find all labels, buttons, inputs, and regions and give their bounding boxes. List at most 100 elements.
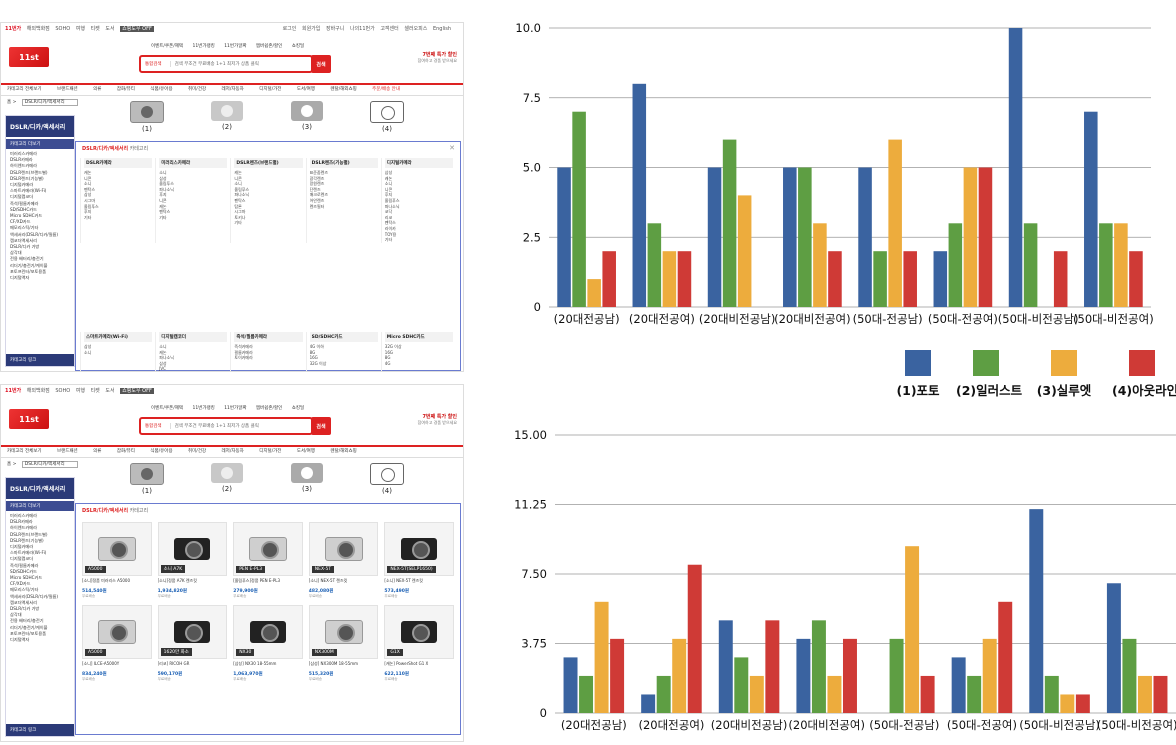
sidebar-item[interactable]: 스마트카메라(Wi-Fi) xyxy=(10,550,47,556)
sidebar-item[interactable]: DSLR렌즈(기능별) xyxy=(10,537,44,543)
sidebar-item[interactable]: CF/XD카드 xyxy=(10,581,31,587)
dropdown-item[interactable]: 니콘 xyxy=(84,175,92,181)
gnb-item[interactable]: 이벤트/쿠폰/혜택 xyxy=(151,406,184,411)
dropdown-item[interactable]: 파나소닉 xyxy=(384,203,400,209)
product-image[interactable]: NEX-5T(SELP1650) xyxy=(384,522,454,576)
dropdown-column-head[interactable]: 미러리스카메라 xyxy=(159,158,228,168)
top-right-link[interactable]: 장바구니 xyxy=(325,26,345,32)
dropdown-item[interactable]: 즉석카메라 xyxy=(234,344,253,349)
site-logo[interactable]: 11st xyxy=(9,47,49,67)
top-right-link[interactable]: 나의11번가 xyxy=(349,26,375,32)
sidebar-item[interactable]: DSLR카메라 xyxy=(10,519,33,525)
product-image[interactable]: NEX-5T xyxy=(308,522,379,576)
dropdown-item[interactable]: 리코 xyxy=(384,214,393,220)
product-name[interactable]: [리코] RICOH GR xyxy=(157,661,190,666)
search-input[interactable]: 통합검색 검색 무조건 무료배송 1+1 최저가 상품 클릭 xyxy=(139,55,313,73)
sidebar-item[interactable]: 미러리스카메라 xyxy=(10,151,37,156)
sidebar-item[interactable]: DSLR카메라 xyxy=(10,157,33,163)
dropdown-item[interactable]: 펜탁스 xyxy=(159,209,171,215)
search-input[interactable]: 통합검색 검색 무조건 무료배송 1+1 최저가 상품 클릭 xyxy=(139,417,313,435)
dropdown-item[interactable]: 니콘 xyxy=(384,186,393,192)
dropdown-item[interactable]: 후지 xyxy=(84,209,92,215)
sidebar-footer[interactable]: 카테고리 링크 xyxy=(6,354,74,366)
dropdown-item[interactable]: 파나소닉 xyxy=(234,192,250,198)
sidebar-item[interactable]: SD/SDHC카드 xyxy=(10,568,37,574)
dropdown-item[interactable]: 기타 xyxy=(84,214,92,220)
category-bar-item[interactable]: 렌탈/해외쇼핑 xyxy=(330,449,357,454)
sidebar-item[interactable]: 포토프린터/포토용품 xyxy=(10,630,47,636)
sidebar-item[interactable]: 디지털카메라 xyxy=(10,544,34,550)
sidebar-item[interactable]: 리더기/충전기/케이블 xyxy=(10,262,48,268)
search-query[interactable]: 검색 무조건 무료배송 1+1 최저가 상품 클릭 xyxy=(174,424,259,429)
product-image[interactable]: A5000 xyxy=(82,522,152,576)
dropdown-item[interactable]: 어안렌즈 xyxy=(309,197,325,203)
product-name[interactable]: [올림푸스]정품 PEN E-PL3 xyxy=(233,578,281,583)
dropdown-item[interactable]: 파나소닉 xyxy=(159,355,174,361)
product-name[interactable]: [소니]정품 A7K 렌즈킷 xyxy=(157,578,197,583)
category-bar-item[interactable]: 식품/유아용 xyxy=(150,449,173,454)
dropdown-column-head[interactable]: DSLR렌즈(브랜드별) xyxy=(234,158,303,168)
dropdown-item[interactable]: 펜탁스 xyxy=(234,197,246,203)
gnb-item[interactable]: 11번가랭킹 xyxy=(192,406,215,411)
category-bar-item[interactable]: 의류 xyxy=(93,87,102,92)
top-link[interactable]: 티켓 xyxy=(90,26,100,32)
dropdown-item[interactable]: 기타 xyxy=(234,220,242,226)
promo-banner[interactable]: 7번째 특가 할인 참여하고 경품 받으세요 xyxy=(418,51,457,64)
dropdown-item[interactable]: 토이카메라 xyxy=(234,355,253,361)
product-card[interactable]: G1X [캐논] PowerShot G1 X 622,110원 무료배송 xyxy=(384,605,454,682)
sidebar-item[interactable]: Micro SDHC카드 xyxy=(10,213,43,219)
product-card[interactable]: NEX-5T [소니] NEX-5T 렌즈킷 482,080원 무료배송 xyxy=(308,522,379,599)
sidebar-item[interactable]: 리더기/충전기/케이블 xyxy=(10,624,48,630)
product-card[interactable]: NX300M [삼성] NX300M 18-55mm 515,320원 무료배송 xyxy=(308,605,379,682)
dropdown-column-head[interactable]: Micro SDHC카드 xyxy=(384,332,453,342)
dropdown-item[interactable]: 16G xyxy=(384,349,393,355)
dropdown-item[interactable]: 삼성 xyxy=(384,170,393,175)
dropdown-item[interactable]: 소니 xyxy=(84,181,92,187)
product-image[interactable]: NX300M xyxy=(308,605,379,659)
product-card[interactable]: NX30 [삼성] NX30 18-55mm 1,063,970원 무료배송 xyxy=(233,605,303,682)
sidebar-item[interactable]: 디지털카메라 xyxy=(10,182,34,188)
top-link[interactable]: 여행 xyxy=(75,26,85,32)
sidebar-item[interactable]: 캠코더액세서리 xyxy=(10,237,37,243)
dropdown-item[interactable]: 32G 이상 xyxy=(309,360,327,366)
category-bar-item[interactable]: 디지털/가전 xyxy=(259,87,282,92)
gnb-item[interactable]: 쇼킹딜 xyxy=(291,44,305,49)
gnb-item[interactable]: 11번가랭킹 xyxy=(192,44,215,49)
product-card[interactable]: A5000 [소니]정품 미러리스 A5000 514,540원 무료배송 xyxy=(82,522,152,599)
top-right-link[interactable]: 고객센터 xyxy=(380,26,399,32)
dropdown-item[interactable]: 기타 xyxy=(159,214,167,220)
dropdown-item[interactable]: 후지 xyxy=(159,192,167,198)
shopping-toggle[interactable]: 쇼핑도우 OFF xyxy=(120,26,154,32)
dropdown-item[interactable]: JVC xyxy=(159,366,166,372)
sidebar-footer[interactable]: 카테고리 링크 xyxy=(6,724,74,736)
gnb-item[interactable]: 쇼킹딜 xyxy=(291,406,305,411)
brand-link[interactable]: 11번가 xyxy=(5,388,22,394)
product-image[interactable]: G1X xyxy=(384,605,454,659)
category-bar-item[interactable]: 디지털/가전 xyxy=(259,449,282,454)
category-bar-item[interactable]: 레저/자동차 xyxy=(221,449,244,454)
breadcrumb-select[interactable]: DSLR/디카/액세서리 xyxy=(21,461,78,468)
product-name[interactable]: [삼성] NX300M 18-55mm xyxy=(308,661,359,666)
sidebar-item[interactable]: 캠코더액세서리 xyxy=(10,599,37,605)
dropdown-column-head[interactable]: DSLR카메라 xyxy=(84,158,153,168)
sidebar-more[interactable]: 카테고리 더보기 xyxy=(6,501,74,511)
category-bar-item[interactable]: 도서/여행 xyxy=(296,449,315,454)
dropdown-item[interactable]: 캐논 xyxy=(234,170,242,175)
sidebar-item[interactable]: 포토프린터/포토용품 xyxy=(10,268,47,274)
top-link[interactable]: 해외백화점 xyxy=(26,388,50,394)
gnb-item[interactable]: 이벤트/쿠폰/혜택 xyxy=(151,44,184,49)
search-query[interactable]: 검색 무조건 무료배송 1+1 최저가 상품 클릭 xyxy=(174,62,259,67)
top-link[interactable]: 도서 xyxy=(105,26,115,32)
dropdown-item[interactable]: 16G xyxy=(309,355,318,361)
sidebar-item[interactable]: 전용 배터리/충전기 xyxy=(10,618,44,624)
sidebar-item[interactable]: 메모리스틱/기타 xyxy=(10,587,39,593)
search-category-select[interactable]: 통합검색 xyxy=(141,61,171,67)
dropdown-item[interactable]: 소니 xyxy=(84,349,92,355)
dropdown-item[interactable]: 니콘 xyxy=(234,175,242,181)
sidebar-item[interactable]: 삼각대 xyxy=(10,612,22,618)
dropdown-item[interactable]: 소니 xyxy=(159,344,167,349)
dropdown-item[interactable]: 소니 xyxy=(159,170,167,175)
sidebar-item[interactable]: 즉석/필름카메라 xyxy=(10,562,39,568)
dropdown-item[interactable]: 소니 xyxy=(234,181,242,187)
sidebar-item[interactable]: 디지털캠코더 xyxy=(10,556,34,562)
